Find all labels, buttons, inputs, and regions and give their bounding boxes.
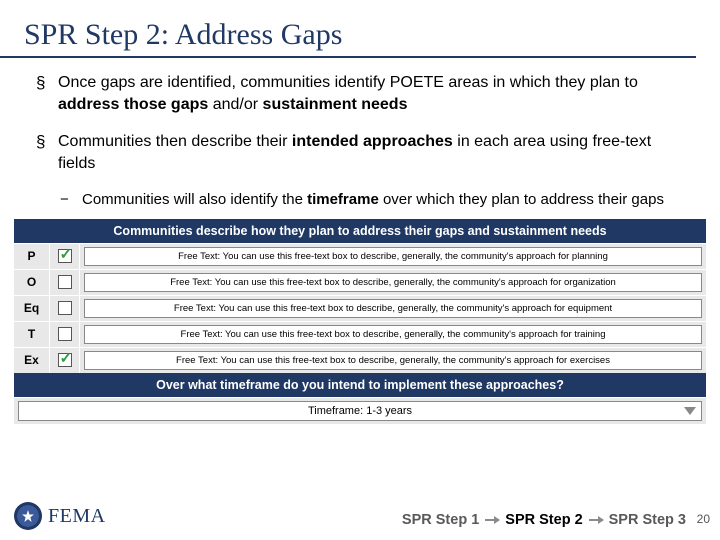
slide-footer: FEMA SPR Step 1 SPR Step 2 SPR Step 3 20	[0, 492, 720, 540]
arrow-right-icon	[589, 519, 603, 521]
page-number: 20	[697, 512, 710, 526]
text: Communities will also identify the	[82, 191, 307, 208]
bullet-2: Communities then describe their intended…	[36, 131, 680, 174]
row-code: O	[14, 270, 50, 295]
bullet-2a: Communities will also identify the timef…	[60, 190, 680, 210]
free-text-input[interactable]: Free Text: You can use this free-text bo…	[84, 351, 702, 370]
fema-wordmark: FEMA	[48, 505, 106, 528]
text: over which they plan to address their ga…	[379, 191, 664, 208]
checkbox[interactable]	[58, 301, 72, 315]
row-text-cell: Free Text: You can use this free-text bo…	[80, 244, 706, 269]
row-code: P	[14, 244, 50, 269]
page-title: SPR Step 2: Address Gaps	[0, 0, 696, 58]
timeframe-row: Timeframe: 1-3 years	[14, 397, 706, 424]
table-row: Eq Free Text: You can use this free-text …	[14, 295, 706, 321]
table-row: T Free Text: You can use this free-text b…	[14, 321, 706, 347]
approaches-table: Communities describe how they plan to ad…	[14, 219, 706, 424]
text: Communities then describe their	[58, 133, 292, 150]
check-icon: ✓	[60, 351, 73, 366]
table-row: P ✓ Free Text: You can use this free-text …	[14, 243, 706, 269]
row-check-cell: ✓	[50, 244, 80, 269]
text-bold: timeframe	[307, 191, 379, 208]
text: and/or	[208, 96, 262, 113]
row-check-cell	[50, 296, 80, 321]
text: Once gaps are identified, communities id…	[58, 74, 638, 91]
step-1-label: SPR Step 1	[402, 512, 479, 528]
row-text-cell: Free Text: You can use this free-text bo…	[80, 322, 706, 347]
free-text-input[interactable]: Free Text: You can use this free-text bo…	[84, 247, 702, 266]
checkbox[interactable]	[58, 275, 72, 289]
chevron-down-icon[interactable]	[684, 407, 696, 415]
bullet-1: Once gaps are identified, communities id…	[36, 72, 680, 115]
free-text-input[interactable]: Free Text: You can use this free-text bo…	[84, 299, 702, 318]
check-icon: ✓	[60, 247, 73, 262]
row-code: Ex	[14, 348, 50, 373]
step-3-label: SPR Step 3	[609, 512, 686, 528]
bullet-list: Once gaps are identified, communities id…	[0, 72, 720, 211]
text-bold: address those gaps	[58, 96, 208, 113]
checkbox[interactable]: ✓	[58, 353, 72, 367]
free-text-input[interactable]: Free Text: You can use this free-text bo…	[84, 325, 702, 344]
row-text-cell: Free Text: You can use this free-text bo…	[80, 270, 706, 295]
row-code: T	[14, 322, 50, 347]
arrow-right-icon	[485, 519, 499, 521]
dhs-seal-icon	[14, 502, 42, 530]
table-row: O Free Text: You can use this free-text b…	[14, 269, 706, 295]
table-header: Communities describe how they plan to ad…	[14, 219, 706, 243]
fema-logo: FEMA	[14, 502, 106, 530]
checkbox[interactable]	[58, 327, 72, 341]
free-text-input[interactable]: Free Text: You can use this free-text bo…	[84, 273, 702, 292]
text-bold: intended approaches	[292, 133, 453, 150]
checkbox[interactable]: ✓	[58, 249, 72, 263]
table-row: Ex ✓ Free Text: You can use this free-text…	[14, 347, 706, 373]
row-check-cell: ✓	[50, 348, 80, 373]
row-text-cell: Free Text: You can use this free-text bo…	[80, 348, 706, 373]
text-bold: sustainment needs	[263, 96, 408, 113]
row-check-cell	[50, 270, 80, 295]
timeframe-select[interactable]: Timeframe: 1-3 years	[18, 401, 702, 421]
timeframe-header: Over what timeframe do you intend to imp…	[14, 373, 706, 397]
step-breadcrumb: SPR Step 1 SPR Step 2 SPR Step 3	[402, 512, 686, 528]
row-code: Eq	[14, 296, 50, 321]
row-text-cell: Free Text: You can use this free-text bo…	[80, 296, 706, 321]
row-check-cell	[50, 322, 80, 347]
step-2-label: SPR Step 2	[505, 512, 582, 528]
